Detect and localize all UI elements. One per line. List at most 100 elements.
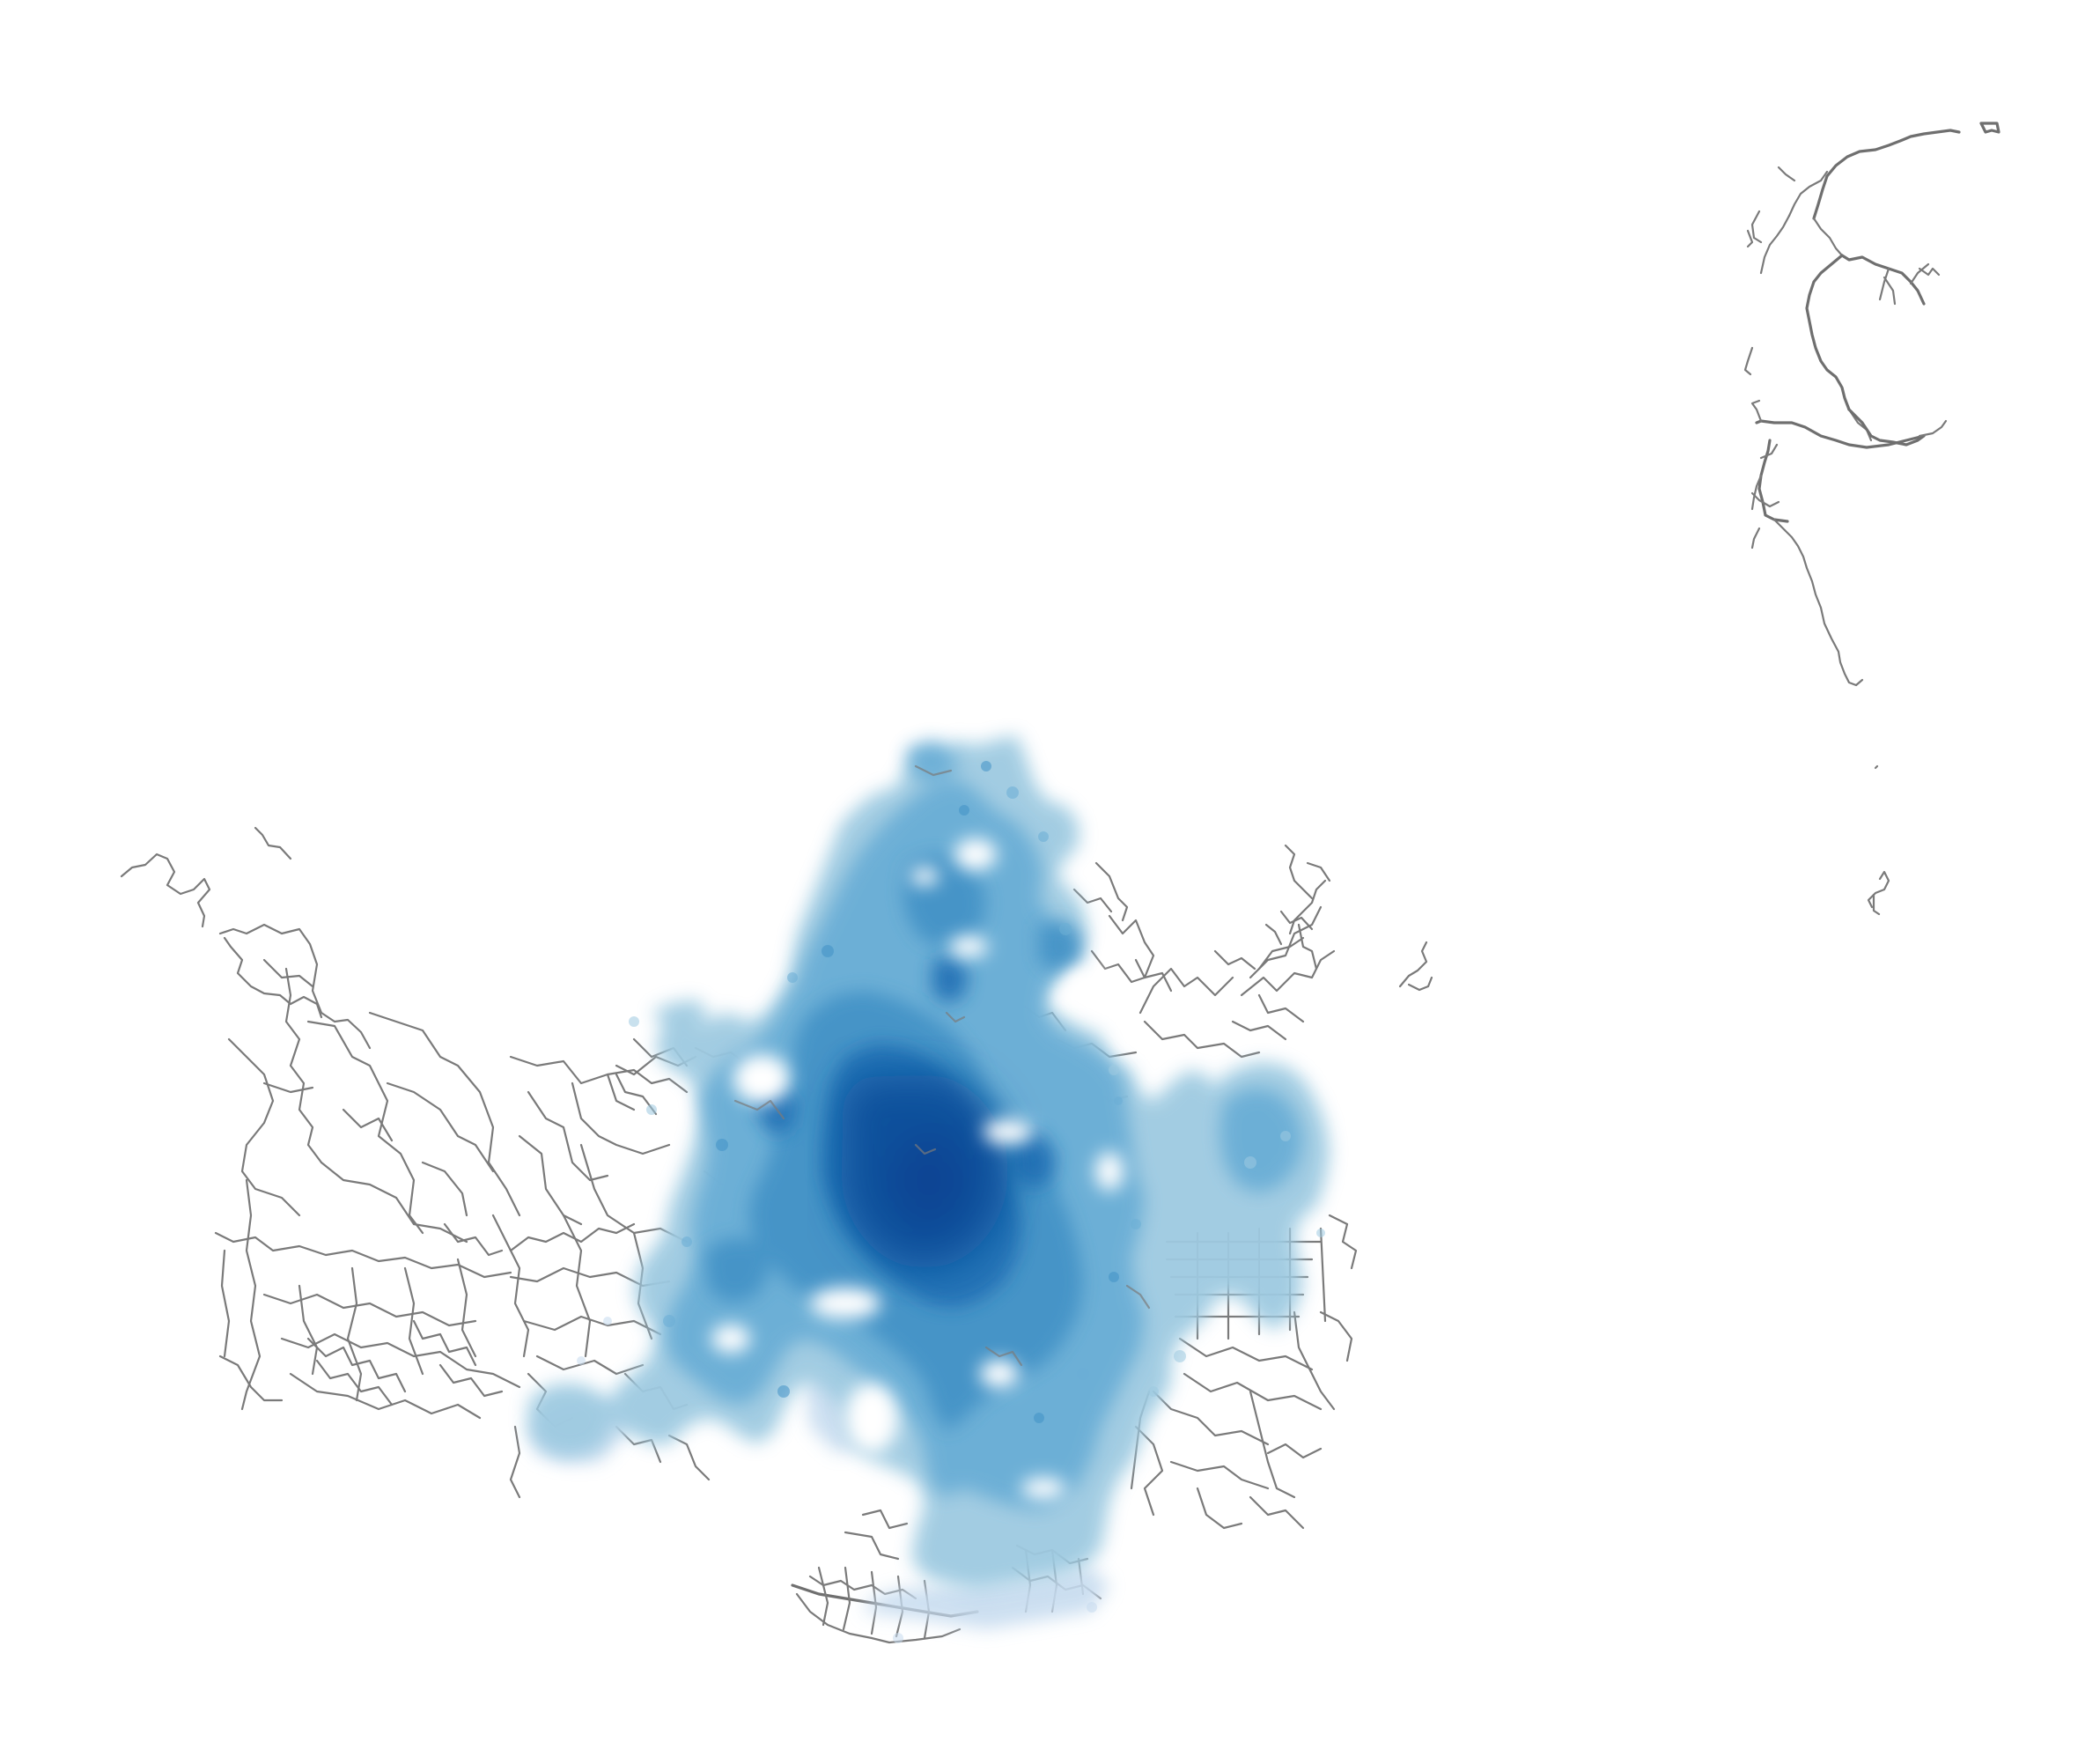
- road-segment: [1143, 1020, 1261, 1059]
- density-gap: [733, 1054, 790, 1104]
- road-segment: [1297, 923, 1318, 971]
- road-network-fragments: [1264, 844, 1433, 992]
- road-segment: [214, 1231, 512, 1279]
- road-segment: [1266, 1443, 1323, 1459]
- road-segment: [1805, 254, 1851, 411]
- density-point: [1034, 1413, 1044, 1423]
- road-segment: [1090, 949, 1146, 984]
- density-level-6: [841, 1074, 1008, 1268]
- density-area: [932, 956, 969, 1004]
- density-point: [1059, 923, 1072, 935]
- road-segment: [615, 1425, 662, 1464]
- road-segment: [1867, 870, 1890, 909]
- density-point: [603, 1317, 612, 1325]
- road-segment: [456, 1258, 477, 1358]
- road-segment: [1759, 443, 1779, 460]
- density-point: [646, 1104, 657, 1115]
- road-segment: [1108, 914, 1155, 979]
- road-segment: [1249, 1495, 1305, 1530]
- road-segment: [571, 1081, 671, 1155]
- road-segment: [1288, 879, 1327, 935]
- road-segment: [1072, 888, 1113, 913]
- road-segment: [1134, 958, 1173, 993]
- road-segment: [280, 1332, 521, 1389]
- road-segment: [1840, 254, 1926, 306]
- density-point: [893, 1633, 903, 1643]
- road-segment: [914, 764, 953, 777]
- road-segment: [535, 1354, 645, 1376]
- road-segment: [368, 1011, 521, 1217]
- road-segment: [218, 1354, 284, 1402]
- road-segment: [1743, 346, 1754, 376]
- road-segment: [262, 958, 314, 988]
- road-segment: [421, 1161, 468, 1217]
- road-segment: [1777, 166, 1796, 182]
- density-point: [959, 805, 969, 816]
- density-area: [1039, 920, 1083, 973]
- road-segment: [795, 1592, 962, 1644]
- road-segment: [223, 936, 323, 1019]
- road-segment: [1138, 967, 1234, 1015]
- road-segment: [606, 1068, 689, 1094]
- density-area: [1231, 1229, 1259, 1295]
- density-point: [1114, 1096, 1123, 1105]
- road-segment: [945, 1011, 966, 1023]
- road-segment: [1125, 1284, 1151, 1310]
- road-segment: [254, 826, 292, 860]
- road-segment: [1257, 993, 1305, 1023]
- road-segment: [386, 1081, 495, 1173]
- road-segment: [403, 1266, 424, 1376]
- density-point: [1006, 786, 1019, 799]
- road-segment: [320, 1161, 468, 1244]
- density-point: [629, 1016, 639, 1027]
- road-segment: [1755, 408, 1926, 449]
- road-segment: [817, 1566, 829, 1627]
- density-gap: [810, 1288, 881, 1319]
- road-segment: [1240, 949, 1336, 997]
- road-segment: [984, 1346, 1023, 1367]
- road-segment: [1178, 1337, 1314, 1371]
- density-point: [822, 945, 834, 957]
- density-point: [981, 761, 991, 771]
- density-gap: [711, 1325, 750, 1353]
- road-segment: [1257, 936, 1305, 971]
- road-segment: [1306, 861, 1331, 882]
- density-point: [1244, 1156, 1256, 1169]
- density-point: [1174, 1350, 1186, 1362]
- road-segment: [1279, 910, 1314, 931]
- road-segment: [844, 1531, 900, 1561]
- road-segment: [1169, 1460, 1270, 1490]
- road-segment: [527, 1090, 609, 1182]
- road-segment: [438, 1363, 504, 1398]
- road-segment: [443, 1222, 504, 1257]
- road-segment: [284, 967, 323, 1164]
- road-segment: [733, 1099, 785, 1120]
- road-segment: [1750, 399, 1763, 423]
- road-segment: [1319, 1310, 1353, 1362]
- density-overlay: [528, 735, 1330, 1643]
- density-speckles: [577, 761, 1325, 1643]
- density-gap: [845, 1383, 898, 1453]
- density-gap: [954, 838, 997, 870]
- road-segment: [1398, 941, 1428, 988]
- road-segment: [1134, 1425, 1164, 1517]
- road-segment: [1750, 210, 1763, 244]
- density-area: [863, 1568, 1109, 1629]
- road-segment: [509, 1055, 636, 1111]
- road-segment: [412, 1319, 477, 1367]
- density-area: [1268, 1231, 1294, 1290]
- road-segment: [220, 1249, 231, 1358]
- road-segment: [262, 1293, 477, 1327]
- density-area: [652, 1000, 709, 1030]
- density-area: [528, 1383, 612, 1458]
- density-point: [777, 1385, 790, 1398]
- road-segment: [1750, 527, 1761, 550]
- road-segment: [1183, 1372, 1323, 1411]
- road-segment: [1759, 214, 1791, 275]
- road-segment: [1918, 267, 1941, 277]
- density-core: [889, 1132, 969, 1229]
- density-point: [682, 1236, 692, 1247]
- road-network-overlay: [733, 764, 1151, 1367]
- road-segment: [240, 1178, 262, 1411]
